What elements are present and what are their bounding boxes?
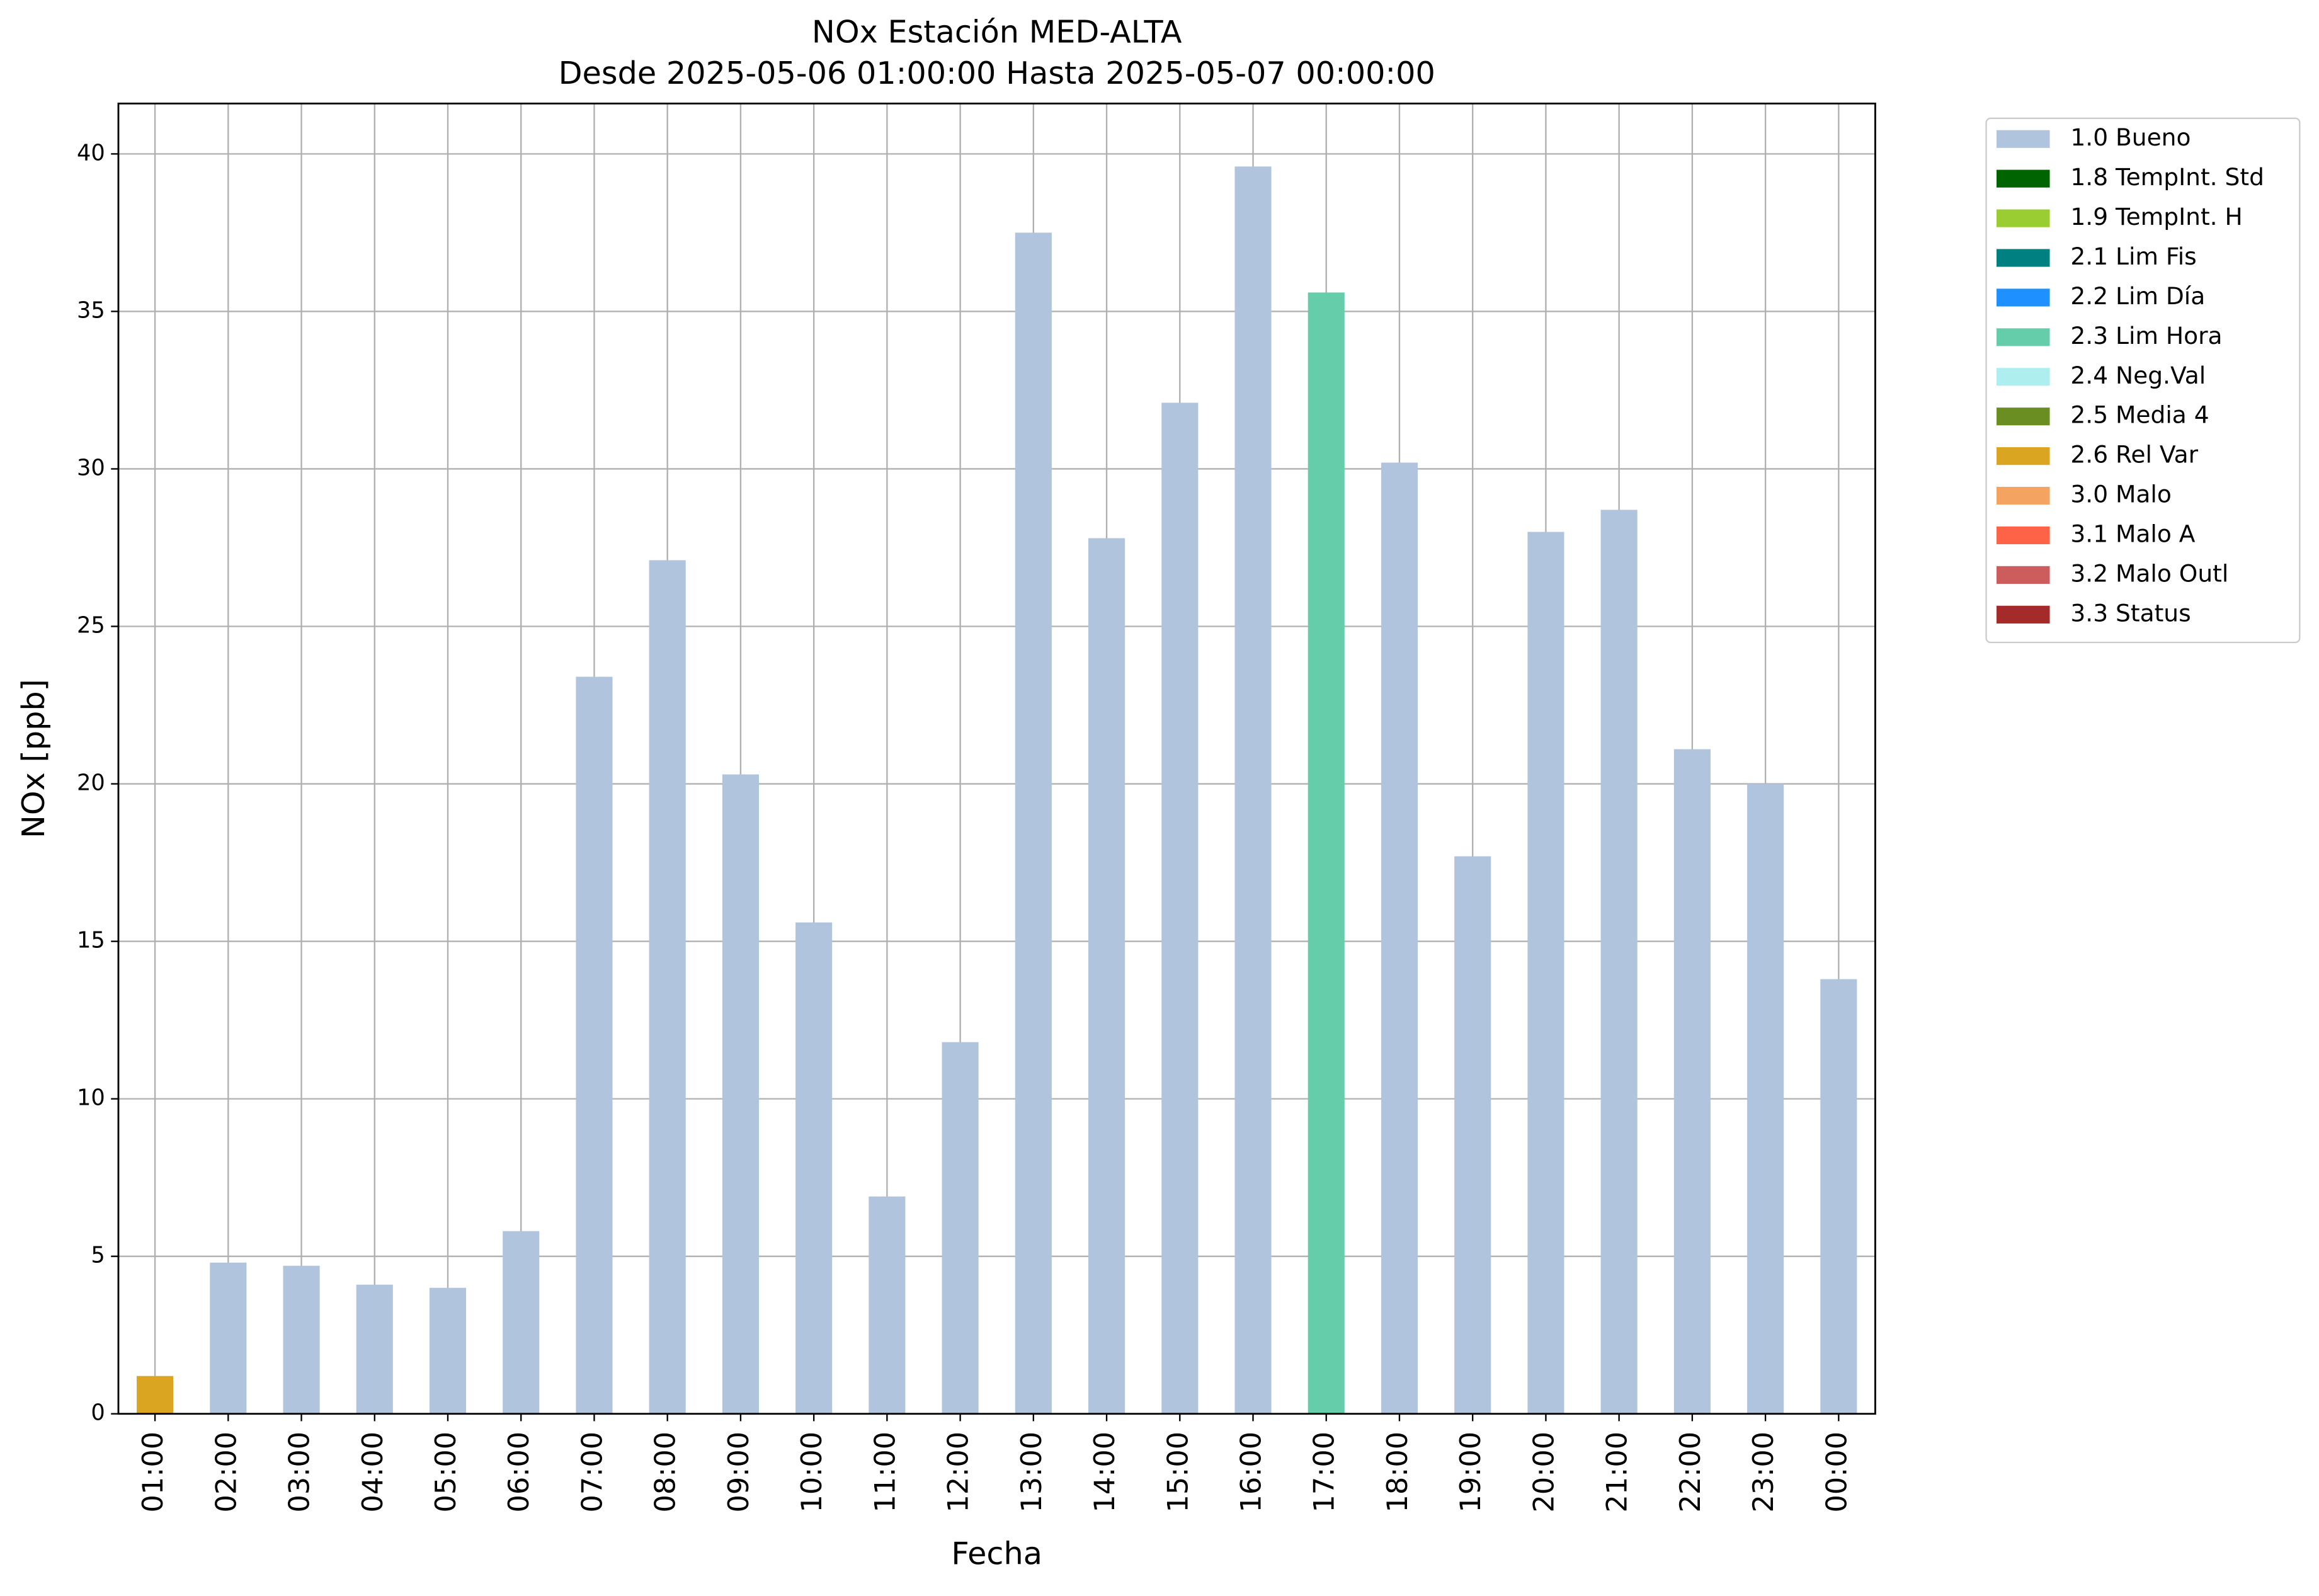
x-tick-label: 01:00 [137, 1432, 169, 1513]
bar [1600, 510, 1638, 1414]
legend-label: 2.4 Neg.Val [2070, 362, 2206, 389]
bar [1015, 232, 1052, 1414]
x-tick-label: 18:00 [1381, 1432, 1414, 1513]
x-tick-label: 10:00 [795, 1432, 828, 1513]
y-tick-label: 30 [77, 455, 105, 481]
x-tick-label: 07:00 [576, 1432, 608, 1513]
legend-label: 3.3 Status [2070, 599, 2191, 627]
bar [649, 560, 686, 1414]
legend-swatch [1996, 368, 2050, 386]
legend-swatch [1996, 526, 2050, 545]
bar [869, 1196, 906, 1414]
x-axis-label: Fecha [951, 1536, 1042, 1572]
x-tick-label: 08:00 [649, 1432, 682, 1513]
legend-label: 2.2 Lim Día [2070, 282, 2205, 310]
legend-label: 1.8 TempInt. Std [2070, 163, 2264, 191]
chart-subtitle: Desde 2025-05-06 01:00:00 Hasta 2025-05-… [559, 55, 1435, 91]
legend-swatch [1996, 408, 2050, 426]
x-tick-label: 20:00 [1527, 1432, 1560, 1513]
legend-swatch [1996, 605, 2050, 624]
bar [429, 1287, 467, 1414]
legend-label: 3.1 Malo A [2070, 520, 2195, 547]
bar [1088, 538, 1125, 1414]
y-tick-label: 5 [91, 1243, 105, 1268]
y-tick-label: 25 [77, 613, 105, 639]
legend-box [1985, 117, 2301, 644]
x-tick-label: 13:00 [1015, 1432, 1048, 1513]
bar [503, 1231, 540, 1414]
bar [1454, 856, 1491, 1414]
bar [210, 1262, 247, 1414]
x-tick-label: 19:00 [1454, 1432, 1487, 1513]
legend-label: 3.0 Malo [2070, 481, 2171, 508]
bar [942, 1042, 979, 1414]
x-tick-label: 22:00 [1674, 1432, 1707, 1513]
plot-frame [117, 102, 1876, 1415]
bar [576, 676, 613, 1414]
bar [283, 1265, 320, 1414]
bar [1234, 166, 1272, 1414]
legend-swatch [1996, 566, 2050, 584]
legend-swatch [1996, 328, 2050, 346]
x-tick-label: 04:00 [356, 1432, 389, 1513]
x-tick-label: 14:00 [1088, 1432, 1121, 1513]
x-tick-label: 11:00 [869, 1432, 901, 1513]
y-tick-label: 40 [77, 140, 105, 166]
x-tick-label: 00:00 [1820, 1432, 1853, 1513]
x-tick-label: 03:00 [283, 1432, 316, 1513]
y-tick-label: 10 [77, 1085, 105, 1111]
bar [1527, 532, 1564, 1414]
x-tick-label: 17:00 [1308, 1432, 1341, 1513]
legend-label: 2.1 Lim Fis [2070, 242, 2196, 270]
x-tick-label: 16:00 [1235, 1432, 1268, 1513]
chart-title: NOx Estación MED-ALTA [812, 14, 1182, 50]
y-tick-label: 15 [77, 928, 105, 954]
x-tick-label: 09:00 [722, 1432, 755, 1513]
x-tick-label: 02:00 [210, 1432, 242, 1513]
y-axis-label: NOx [ppb] [15, 679, 52, 838]
bar [1747, 784, 1784, 1414]
legend-swatch [1996, 249, 2050, 267]
legend-label: 1.9 TempInt. H [2070, 203, 2242, 231]
x-tick-label: 21:00 [1601, 1432, 1634, 1513]
legend-label: 2.5 Media 4 [2070, 401, 2209, 429]
x-tick-label: 15:00 [1161, 1432, 1194, 1513]
y-tick-label: 20 [77, 770, 105, 796]
y-tick-label: 0 [91, 1400, 105, 1426]
legend-label: 2.6 Rel Var [2070, 441, 2198, 469]
bar [137, 1376, 174, 1414]
legend-swatch [1996, 288, 2050, 307]
x-tick-label: 05:00 [430, 1432, 462, 1513]
x-tick-label: 06:00 [503, 1432, 535, 1513]
bar [356, 1284, 393, 1414]
bar [1308, 292, 1345, 1414]
legend-swatch [1996, 209, 2050, 227]
bar [722, 774, 759, 1414]
bar [1673, 749, 1711, 1414]
legend-swatch [1996, 130, 2050, 148]
legend-label: 3.2 Malo Outl [2070, 559, 2228, 587]
y-tick-label: 35 [77, 297, 105, 323]
legend-label: 2.3 Lim Hora [2070, 322, 2222, 350]
x-tick-label: 23:00 [1747, 1432, 1780, 1513]
legend-swatch [1996, 447, 2050, 465]
bar [1381, 462, 1418, 1414]
x-tick-label: 12:00 [942, 1432, 975, 1513]
bar [1161, 402, 1199, 1414]
legend-swatch [1996, 486, 2050, 505]
legend-swatch [1996, 169, 2050, 188]
bar [795, 922, 833, 1414]
legend-label: 1.0 Bueno [2070, 123, 2191, 151]
bar [1820, 979, 1857, 1414]
